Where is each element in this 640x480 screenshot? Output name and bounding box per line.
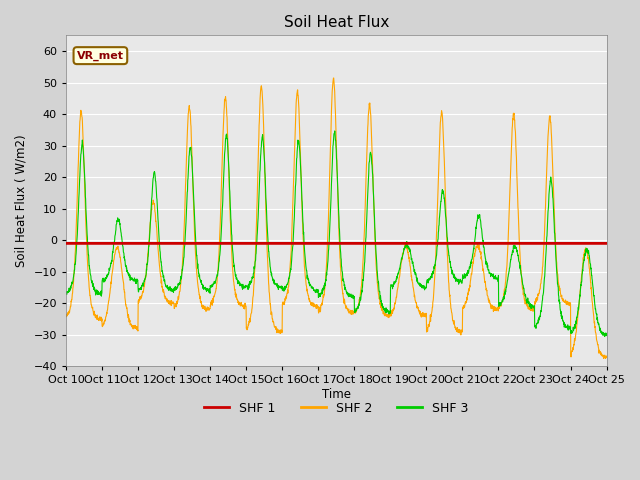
X-axis label: Time: Time: [322, 388, 351, 401]
Title: Soil Heat Flux: Soil Heat Flux: [284, 15, 389, 30]
Text: VR_met: VR_met: [77, 50, 124, 61]
Legend: SHF 1, SHF 2, SHF 3: SHF 1, SHF 2, SHF 3: [199, 396, 474, 420]
Y-axis label: Soil Heat Flux ( W/m2): Soil Heat Flux ( W/m2): [15, 134, 28, 267]
